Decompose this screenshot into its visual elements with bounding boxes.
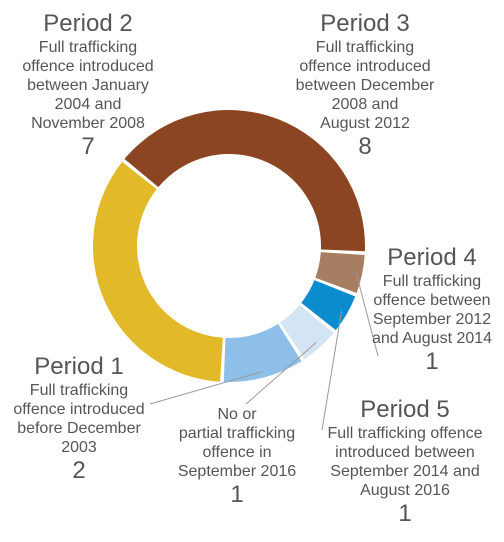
label-period3: Period 3 Full trafficking offence introd… [272, 10, 458, 161]
label-period4: Period 4 Full trafficking offence betwee… [360, 244, 504, 376]
slice-period5 [301, 280, 356, 331]
slice-period1 [223, 323, 302, 383]
slice-none [280, 304, 334, 360]
label-period5: Period 5 Full trafficking offence introd… [312, 396, 498, 528]
label-none-value: 1 [230, 481, 244, 508]
slice-period4 [315, 252, 365, 293]
label-period2-desc: Full trafficking offence introduced betw… [22, 39, 154, 132]
label-period2-value: 7 [81, 133, 95, 160]
label-period4-value: 1 [425, 348, 439, 375]
label-period3-value: 8 [358, 133, 372, 160]
leader-line-period1 [149, 371, 263, 405]
label-period4-title: Period 4 [387, 244, 477, 271]
label-period1-title: Period 1 [34, 353, 124, 380]
label-period1: Period 1 Full trafficking offence introd… [0, 353, 158, 485]
donut-slices [93, 110, 365, 383]
label-period5-value: 1 [398, 500, 412, 527]
leader-line-period4 [355, 272, 379, 357]
label-period4-desc: Full trafficking offence between Septemb… [371, 273, 493, 347]
leader-line-period5 [321, 310, 343, 431]
leader-lines [149, 272, 379, 431]
label-period1-value: 2 [72, 457, 86, 484]
slice-period3 [124, 110, 365, 252]
label-period5-title: Period 5 [360, 396, 450, 423]
label-period2-title: Period 2 [43, 10, 133, 37]
label-period3-desc: Full trafficking offence introduced betw… [295, 39, 435, 132]
label-period3-title: Period 3 [320, 10, 410, 37]
label-period1-desc: Full trafficking offence introduced befo… [13, 382, 145, 456]
label-period5-desc: Full trafficking offence introduced betw… [327, 425, 483, 499]
leader-line-none [245, 342, 317, 405]
label-none: No or partial trafficking offence in Sep… [162, 405, 312, 509]
label-none-desc: No or partial trafficking offence in Sep… [177, 406, 297, 480]
label-period2: Period 2 Full trafficking offence introd… [0, 10, 176, 161]
slice-period2 [93, 161, 223, 382]
